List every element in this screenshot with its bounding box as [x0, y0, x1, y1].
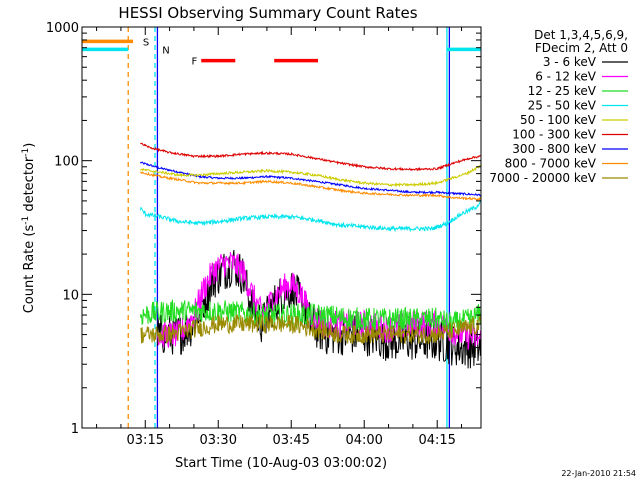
series-line [139, 250, 482, 335]
series-line [140, 171, 482, 202]
y-tick-label: 1000 [46, 21, 79, 36]
x-tick-label: 04:15 [418, 433, 455, 448]
flag-label: N [162, 45, 169, 56]
flag-bars: S N F [82, 37, 481, 68]
plot-frame [81, 26, 482, 429]
legend-entry-label: 7000 - 20000 keV [489, 171, 596, 185]
y-axis-label-sup2: -1 [21, 148, 31, 157]
flag-label: F [191, 57, 197, 68]
y-axis-label-end: ) [22, 143, 37, 148]
series-line [140, 49, 482, 188]
legend-entry-label: 25 - 50 keV [528, 99, 597, 113]
timestamp: 22-Jan-2010 21:54 [561, 469, 636, 478]
series-line [139, 48, 482, 233]
series-lines [139, 48, 482, 369]
x-tick-label: 03:15 [127, 433, 164, 448]
flag-label: S [143, 37, 149, 48]
event-markers [127, 27, 451, 428]
x-tick-label: 04:00 [345, 433, 382, 448]
series-line [140, 103, 482, 172]
legend-entry-label: 800 - 7000 keV [505, 157, 597, 171]
y-axis-ticks: 1 10 100 1000 [46, 21, 481, 437]
series-line [139, 161, 482, 198]
y-axis-label-main: Count Rate (s [22, 225, 37, 314]
legend-entry-label: 100 - 300 keV [512, 128, 596, 142]
series-line [140, 314, 482, 344]
x-axis-label: Start Time (10-Aug-03 03:00:02) [175, 456, 387, 471]
legend: Det 1,3,4,5,6,9, FDecim 2, Att 0 3 - 6 k… [489, 28, 628, 185]
legend-entry-label: 50 - 100 keV [520, 113, 597, 127]
chart-title: HESSI Observing Summary Count Rates [118, 4, 417, 22]
y-tick-label: 10 [62, 288, 79, 303]
legend-entry-label: 12 - 25 keV [528, 84, 597, 98]
y-tick-label: 100 [54, 155, 79, 170]
legend-header-line: FDecim 2, Att 0 [535, 41, 628, 55]
y-axis-label: Count Rate (s-1 detector-1) [21, 143, 37, 314]
y-tick-label: 1 [71, 422, 79, 437]
legend-header-line: Det 1,3,4,5,6,9, [534, 28, 628, 42]
legend-entry-label: 3 - 6 keV [543, 55, 597, 69]
x-tick-label: 03:30 [200, 433, 237, 448]
x-axis-ticks: 03:15 03:30 03:45 04:00 04:15 [96, 27, 463, 448]
x-tick-label: 03:45 [272, 433, 309, 448]
legend-entry-label: 6 - 12 keV [535, 70, 597, 84]
y-axis-label-sup1: -1 [21, 216, 31, 225]
legend-entry-label: 300 - 800 keV [512, 142, 596, 156]
y-axis-label-mid: detector [22, 156, 37, 216]
